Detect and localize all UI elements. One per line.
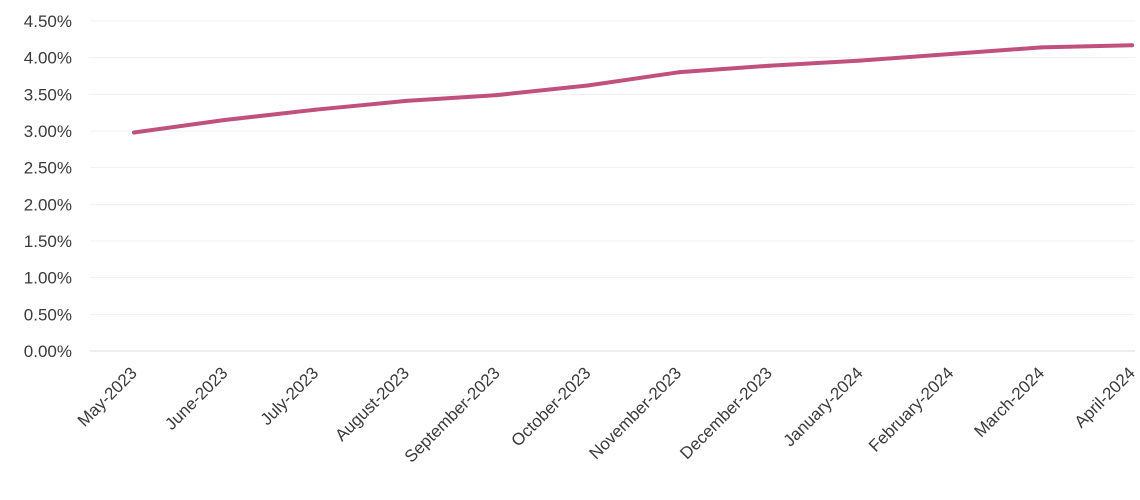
x-tick-label: August-2023 [331,363,413,445]
x-tick-label: May-2023 [74,363,141,430]
data-point [132,130,136,135]
y-tick-label: 0.50% [24,305,72,324]
y-tick-label: 2.50% [24,159,72,178]
data-point [1039,45,1044,50]
x-tick-label: March-2024 [971,363,1049,441]
data-point [313,107,318,112]
x-tick-label: April-2024 [1071,363,1139,431]
y-tick-label: 4.50% [24,12,72,31]
y-tick-label: 3.50% [24,85,72,104]
data-point [767,63,772,68]
y-axis: 0.00% 0.50% 1.00% 1.50% 2.00% 2.50% 3.00% 3.50%… [24,12,72,361]
x-tick-label: October-2023 [508,363,595,450]
data-point [948,52,953,56]
data-point [857,58,862,63]
x-tick-label: February-2024 [865,363,957,455]
x-tick-label: September-2023 [401,363,504,466]
data-point [676,70,681,75]
x-tick-label: December-2023 [676,363,776,463]
x-tick-label: November-2023 [586,363,686,463]
data-point [494,93,499,98]
x-axis: May-2023 June-2023 July-2023 August-2023Sep… [74,363,1139,466]
x-tick-label: July-2023 [257,363,323,429]
y-tick-label: 0.00% [24,342,72,361]
series-group [132,43,1134,135]
y-tick-label: 3.00% [24,122,72,141]
gridlines [90,20,1135,352]
y-tick-label: 1.50% [24,232,72,251]
x-tick-label: January-2024 [780,363,867,450]
y-tick-label: 1.00% [24,269,72,288]
y-tick-label: 2.00% [24,195,72,214]
x-tick-label: June-2023 [161,363,231,433]
data-point [404,98,409,103]
series-line [132,43,1134,135]
data-point [1130,43,1134,48]
data-point [222,118,227,122]
y-tick-label: 4.00% [24,49,72,68]
data-point [585,83,590,88]
